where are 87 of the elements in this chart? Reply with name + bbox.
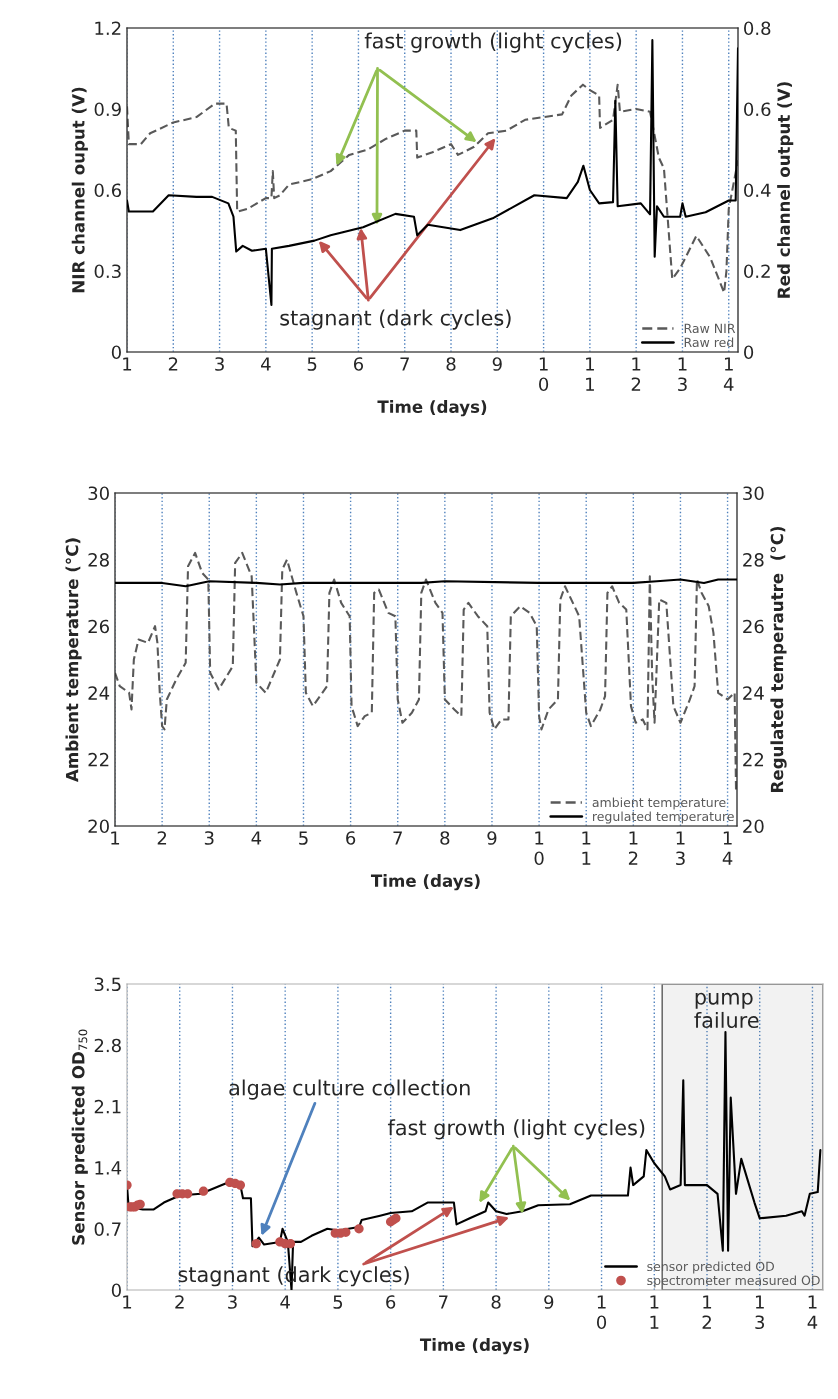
y-tick-label: 2.8: [94, 1038, 121, 1053]
y-tick-label: 0.6: [94, 183, 121, 198]
y2-tick-label: 24: [743, 686, 764, 700]
y-tick-label: 3.5: [94, 977, 121, 992]
x-tick-label: 1 0: [539, 357, 549, 392]
annotation: stagnant (dark cycles): [280, 309, 511, 330]
y-tick-label: 2.1: [94, 1099, 121, 1114]
annotation: fast growth (light cycles): [364, 32, 622, 53]
x-tick-label: 6: [353, 357, 364, 371]
x-tick-label: 2: [175, 1295, 184, 1309]
x-tick-label: 9: [487, 831, 497, 845]
y-tick-label: 26: [88, 619, 109, 634]
y-tick-label: 0: [111, 345, 121, 360]
x-tick-label: 1: [123, 1295, 132, 1309]
x-tick-label: 4: [280, 1295, 290, 1309]
x-tick-label: 5: [307, 357, 317, 371]
y2-tick-label: 0.2: [744, 264, 770, 279]
x-tick-label: 1 0: [596, 1295, 607, 1330]
x-tick-label: 4: [251, 831, 262, 845]
x-tick-label: 6: [386, 1295, 396, 1309]
x-tick-label: 3: [204, 831, 214, 845]
y-tick-label: 22: [88, 752, 109, 767]
y2-tick-label: 28: [743, 553, 764, 567]
x-tick-label: 7: [393, 831, 402, 845]
y-axis-title: Ambient temperature (°C): [65, 538, 82, 782]
x-tick-label: 1 1: [586, 357, 594, 391]
y-tick-label: 28: [88, 553, 109, 567]
y-tick-label: 0.7: [94, 1222, 121, 1236]
x-tick-label: 5: [333, 1295, 343, 1309]
x-tick-label: 3: [228, 1295, 237, 1309]
y-tick-label: 30: [88, 486, 109, 501]
y2-axis-title: Red channel output (V): [777, 82, 794, 298]
x-tick-label: 1 4: [723, 357, 734, 391]
x-tick-label: 9: [492, 357, 502, 371]
annotation: fast growth (light cycles): [387, 1119, 645, 1140]
legend-label: Raw red: [684, 337, 734, 348]
y2-tick-label: 30: [743, 486, 764, 501]
x-tick-label: 1: [111, 831, 120, 845]
y2-tick-label: 0.6: [744, 102, 771, 117]
y2-tick-label: 22: [743, 752, 764, 767]
x-tick-label: 7: [400, 357, 409, 371]
x-tick-label: 1 2: [702, 1295, 712, 1329]
x-tick-label: 9: [544, 1295, 554, 1309]
x-tick-label: 1 3: [755, 1295, 765, 1330]
y-tick-label: 1.2: [95, 21, 121, 35]
x-tick-label: 1 3: [676, 831, 685, 866]
legend-label: ambient temperature: [592, 797, 726, 810]
y-axis-title: NIR channel ouput (V): [71, 87, 88, 293]
x-tick-label: 1 4: [722, 831, 733, 865]
y2-tick-label: 0.8: [744, 21, 771, 36]
x-tick-label: 1 3: [678, 357, 687, 392]
band-label: pump failure: [694, 992, 759, 1029]
y-tick-label: 1.4: [95, 1161, 122, 1175]
y2-axis-title: Regulated temperautre (°C): [770, 526, 787, 792]
y2-tick-label: 0.4: [744, 183, 771, 198]
y-tick-label: 24: [88, 686, 110, 700]
x-axis-title: Time (days): [377, 400, 487, 417]
legend-label: Raw NIR: [684, 323, 736, 334]
x-tick-label: 1 4: [807, 1295, 818, 1329]
x-tick-label: 1 1: [650, 1295, 659, 1329]
y-tick-label: 0.3: [94, 264, 121, 279]
y2-tick-label: 26: [743, 619, 764, 634]
x-tick-label: 8: [440, 831, 450, 845]
y-tick-label: 20: [88, 819, 109, 834]
x-tick-label: 8: [446, 357, 456, 371]
x-tick-label: 1 2: [631, 357, 641, 391]
x-tick-label: 2: [168, 357, 178, 371]
annotation: algae culture collection: [229, 1079, 470, 1100]
legend-label: regulated temperature: [593, 811, 734, 824]
x-tick-label: 8: [491, 1295, 501, 1309]
y-tick-label: 0: [111, 1283, 121, 1298]
y2-tick-label: 0: [744, 345, 754, 360]
x-tick-label: 5: [299, 831, 308, 845]
x-tick-label: 1 2: [628, 831, 638, 865]
y-tick-label: 0.9: [94, 102, 121, 117]
x-axis-title: Time (days): [370, 874, 480, 891]
x-tick-label: 1 0: [534, 831, 544, 866]
x-tick-label: 2: [157, 831, 167, 845]
x-tick-label: 6: [346, 831, 356, 845]
x-tick-label: 7: [439, 1295, 448, 1309]
x-tick-label: 1 1: [582, 831, 591, 865]
y2-tick-label: 20: [743, 819, 764, 834]
x-tick-label: 4: [261, 357, 271, 371]
x-tick-label: 3: [215, 357, 224, 371]
y-axis-title: Sensor predicted OD$_{750}$: [71, 1029, 88, 1245]
x-axis-title: Time (days): [419, 1338, 529, 1355]
x-tick-label: 1: [123, 357, 132, 371]
